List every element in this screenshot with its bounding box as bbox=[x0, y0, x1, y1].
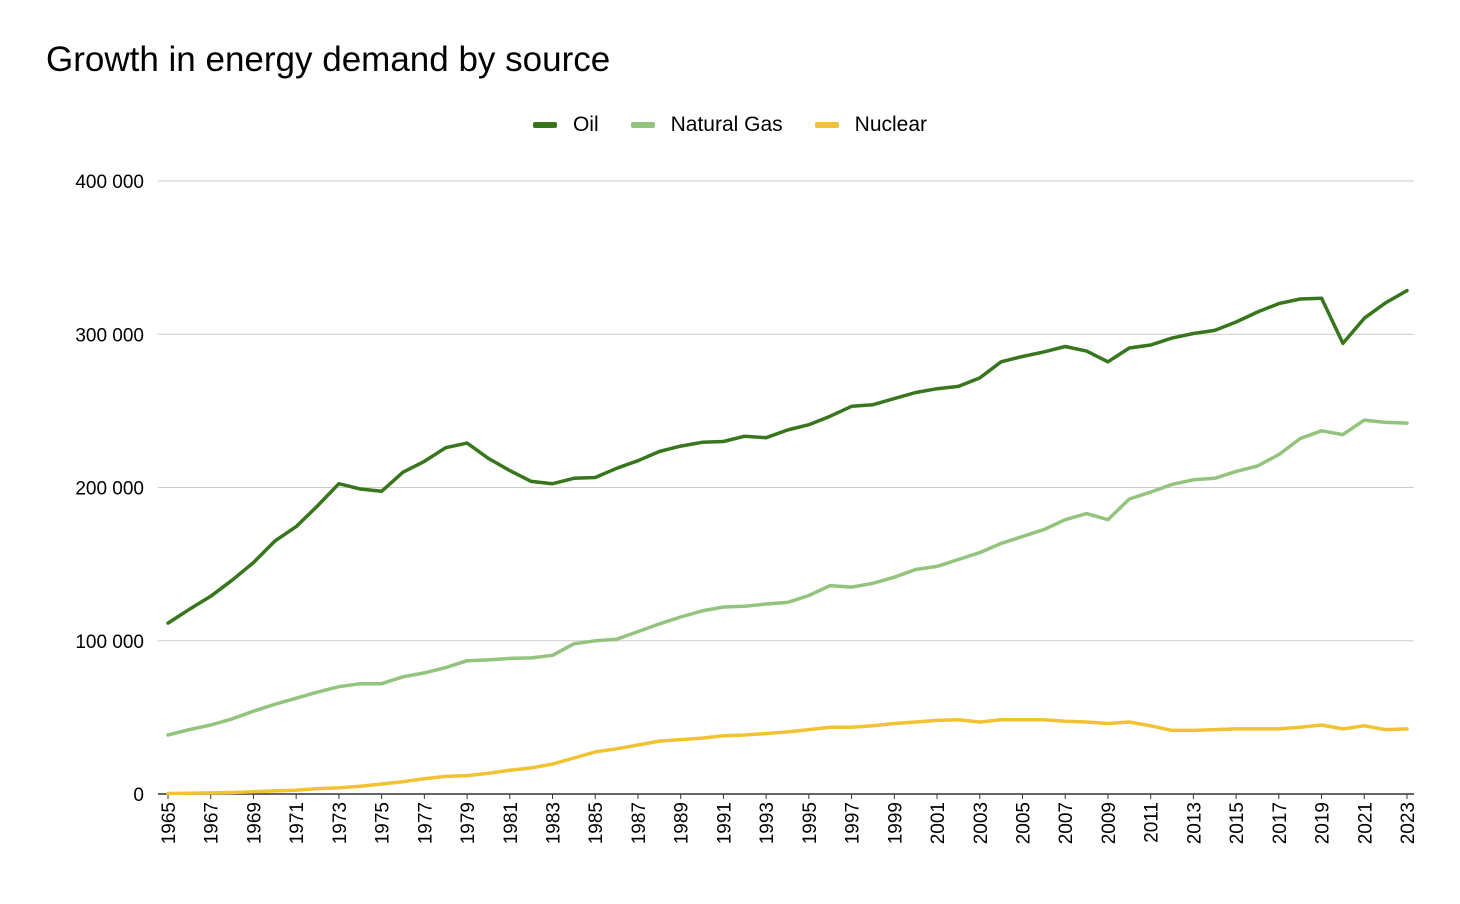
legend-item-natural-gas: Natural Gas bbox=[630, 113, 783, 137]
x-tick-label: 1983 bbox=[544, 802, 565, 844]
x-tick-label: 1971 bbox=[287, 802, 308, 844]
y-tick-label: 200 000 bbox=[75, 479, 144, 500]
x-tick-label: 1981 bbox=[501, 802, 522, 844]
x-tick-label: 1979 bbox=[458, 802, 479, 844]
x-tick-label: 1985 bbox=[586, 802, 607, 844]
series-line-natural-gas bbox=[166, 418, 1409, 737]
y-tick-label: 300 000 bbox=[75, 325, 144, 346]
x-tick-label: 1967 bbox=[202, 802, 223, 844]
x-tick-label: 2005 bbox=[1013, 802, 1034, 844]
x-tick-label: 2019 bbox=[1313, 802, 1334, 844]
x-tick-label: 1975 bbox=[373, 802, 394, 844]
legend: Oil Natural Gas Nuclear bbox=[0, 113, 1460, 137]
x-tick-label: 2013 bbox=[1184, 802, 1205, 844]
legend-item-oil: Oil bbox=[532, 113, 599, 137]
x-tick-label: 2017 bbox=[1270, 802, 1291, 844]
x-tick-label: 1999 bbox=[885, 802, 906, 844]
x-tick-label: 1973 bbox=[330, 802, 351, 844]
x-tick-label: 2021 bbox=[1355, 802, 1376, 844]
legend-label-nuclear: Nuclear bbox=[854, 113, 928, 136]
x-tick-label: 2009 bbox=[1099, 802, 1120, 844]
x-tick-label: 2015 bbox=[1227, 802, 1248, 844]
x-tick-label: 1965 bbox=[159, 802, 180, 844]
x-tick-label: 2001 bbox=[928, 802, 949, 844]
y-tick-label: 400 000 bbox=[75, 172, 144, 193]
y-tick-label: 0 bbox=[133, 785, 144, 806]
x-tick-label: 2003 bbox=[971, 802, 992, 844]
series-line-oil bbox=[166, 288, 1409, 625]
legend-item-nuclear: Nuclear bbox=[814, 113, 928, 137]
legend-label-natural-gas: Natural Gas bbox=[670, 113, 783, 136]
x-tick-label: 1997 bbox=[843, 802, 864, 844]
x-tick-label: 1993 bbox=[757, 802, 778, 844]
legend-swatch-oil bbox=[532, 122, 557, 128]
x-tick-label: 1969 bbox=[244, 802, 265, 844]
x-tick-label: 1995 bbox=[800, 802, 821, 844]
legend-swatch-natural-gas bbox=[630, 122, 655, 128]
x-tick-label: 1977 bbox=[415, 802, 436, 844]
x-tick-label: 1987 bbox=[629, 802, 650, 844]
series-line-nuclear bbox=[166, 717, 1409, 796]
x-tick-label: 2007 bbox=[1056, 802, 1077, 844]
x-tick-label: 2011 bbox=[1142, 802, 1163, 843]
chart-title: Growth in energy demand by source bbox=[46, 40, 611, 79]
y-tick-label: 100 000 bbox=[75, 632, 144, 653]
x-tick-label: 1989 bbox=[672, 802, 693, 844]
x-tick-label: 1991 bbox=[714, 802, 735, 844]
legend-label-oil: Oil bbox=[572, 113, 599, 136]
legend-swatch-nuclear bbox=[814, 122, 839, 128]
x-tick-label: 2023 bbox=[1398, 802, 1419, 844]
